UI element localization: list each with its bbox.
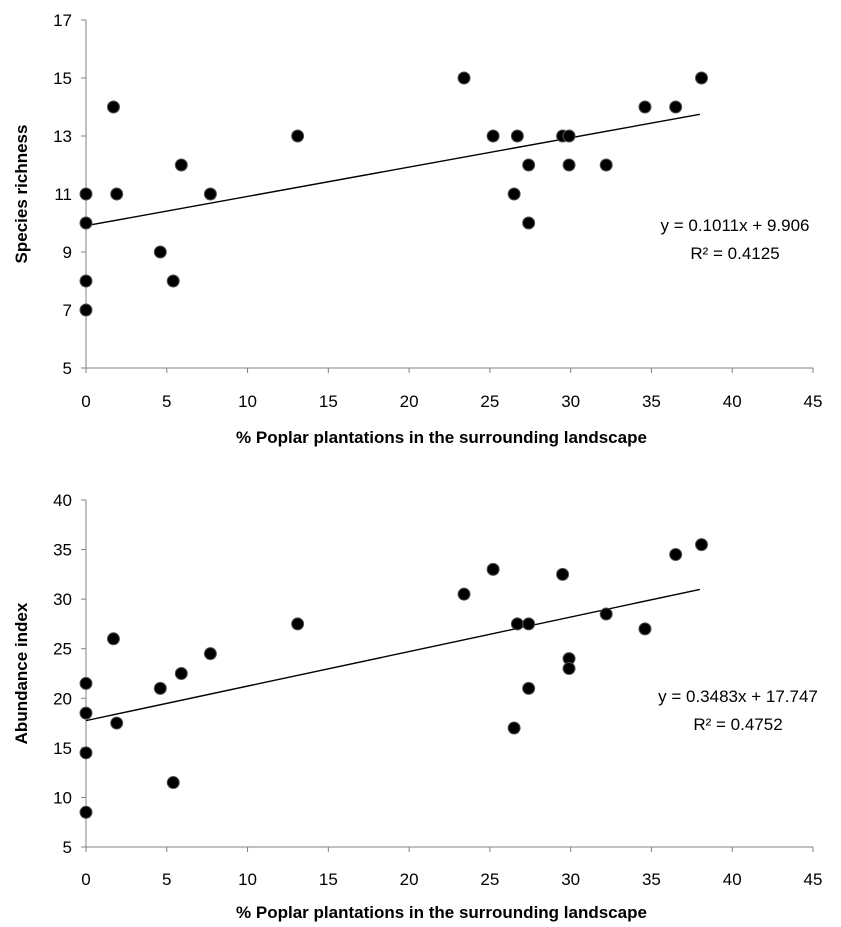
x-tick-label: 30 bbox=[561, 870, 580, 889]
data-point bbox=[510, 617, 524, 631]
x-tick-label: 20 bbox=[400, 870, 419, 889]
data-point bbox=[507, 187, 521, 201]
data-point bbox=[79, 187, 93, 201]
data-point bbox=[457, 587, 471, 601]
data-point bbox=[507, 721, 521, 735]
data-point bbox=[79, 746, 93, 760]
data-point bbox=[522, 216, 536, 230]
y-tick-label: 17 bbox=[53, 11, 72, 30]
data-point bbox=[669, 548, 683, 562]
data-point bbox=[203, 187, 217, 201]
y-tick-label: 13 bbox=[53, 127, 72, 146]
data-point bbox=[291, 129, 305, 143]
x-tick-label: 35 bbox=[642, 870, 661, 889]
data-point bbox=[638, 100, 652, 114]
y-tick-label: 25 bbox=[53, 640, 72, 659]
data-point bbox=[153, 245, 167, 259]
x-tick-label: 15 bbox=[319, 870, 338, 889]
data-point bbox=[599, 607, 613, 621]
x-tick-label: 25 bbox=[480, 392, 499, 411]
x-tick-label: 45 bbox=[804, 392, 823, 411]
data-point bbox=[695, 538, 709, 552]
data-point bbox=[79, 274, 93, 288]
data-point bbox=[203, 647, 217, 661]
data-point bbox=[174, 158, 188, 172]
y-tick-label: 10 bbox=[53, 788, 72, 807]
data-point bbox=[153, 681, 167, 695]
trendline-equation: y = 0.3483x + 17.747 bbox=[658, 687, 818, 706]
r-squared-label: R² = 0.4125 bbox=[690, 244, 779, 263]
data-point bbox=[556, 567, 570, 581]
x-tick-label: 0 bbox=[81, 870, 90, 889]
data-point bbox=[522, 681, 536, 695]
y-tick-label: 20 bbox=[53, 689, 72, 708]
data-point bbox=[79, 676, 93, 690]
x-tick-label: 15 bbox=[319, 392, 338, 411]
data-point bbox=[599, 158, 613, 172]
x-tick-label: 20 bbox=[400, 392, 419, 411]
data-point bbox=[522, 158, 536, 172]
y-tick-label: 5 bbox=[63, 359, 72, 378]
x-tick-label: 35 bbox=[642, 392, 661, 411]
data-point bbox=[110, 187, 124, 201]
y-tick-label: 5 bbox=[63, 838, 72, 857]
y-axis-title: Abundance index bbox=[12, 602, 31, 744]
data-point bbox=[510, 129, 524, 143]
x-tick-label: 40 bbox=[723, 392, 742, 411]
data-point bbox=[166, 274, 180, 288]
x-tick-label: 0 bbox=[81, 392, 90, 411]
y-tick-label: 15 bbox=[53, 69, 72, 88]
data-point bbox=[106, 100, 120, 114]
data-point bbox=[562, 158, 576, 172]
y-tick-label: 9 bbox=[63, 243, 72, 262]
x-tick-label: 5 bbox=[162, 392, 171, 411]
data-point bbox=[106, 632, 120, 646]
trendline bbox=[85, 588, 701, 722]
data-point bbox=[486, 129, 500, 143]
y-tick-label: 40 bbox=[53, 491, 72, 510]
x-tick-label: 45 bbox=[804, 870, 823, 889]
data-point bbox=[695, 71, 709, 85]
y-tick-label: 30 bbox=[53, 590, 72, 609]
data-point bbox=[79, 805, 93, 819]
data-point bbox=[291, 617, 305, 631]
x-tick-label: 10 bbox=[238, 870, 257, 889]
y-axis-title: Species richness bbox=[12, 125, 31, 264]
data-point bbox=[486, 562, 500, 576]
data-point bbox=[166, 776, 180, 790]
x-axis-title: % Poplar plantations in the surrounding … bbox=[236, 903, 647, 922]
y-tick-label: 15 bbox=[53, 739, 72, 758]
x-tick-label: 30 bbox=[561, 392, 580, 411]
data-point bbox=[79, 216, 93, 230]
x-tick-label: 40 bbox=[723, 870, 742, 889]
data-point bbox=[174, 667, 188, 680]
trendline-equation: y = 0.1011x + 9.906 bbox=[660, 216, 809, 235]
x-axis-title: % Poplar plantations in the surrounding … bbox=[236, 428, 647, 447]
x-tick-label: 10 bbox=[238, 392, 257, 411]
data-point bbox=[457, 71, 471, 85]
trendline bbox=[85, 113, 701, 227]
data-point bbox=[669, 100, 683, 114]
y-tick-label: 35 bbox=[53, 541, 72, 560]
data-point bbox=[79, 706, 93, 720]
y-tick-label: 11 bbox=[54, 185, 72, 204]
data-point bbox=[522, 617, 536, 631]
data-point bbox=[79, 303, 93, 317]
x-tick-label: 5 bbox=[162, 870, 171, 889]
data-point bbox=[562, 129, 576, 143]
data-point bbox=[110, 716, 124, 730]
r-squared-label: R² = 0.4752 bbox=[693, 715, 782, 734]
data-point bbox=[638, 622, 652, 636]
data-point bbox=[562, 662, 576, 676]
x-tick-label: 25 bbox=[480, 870, 499, 889]
y-tick-label: 7 bbox=[63, 301, 72, 320]
